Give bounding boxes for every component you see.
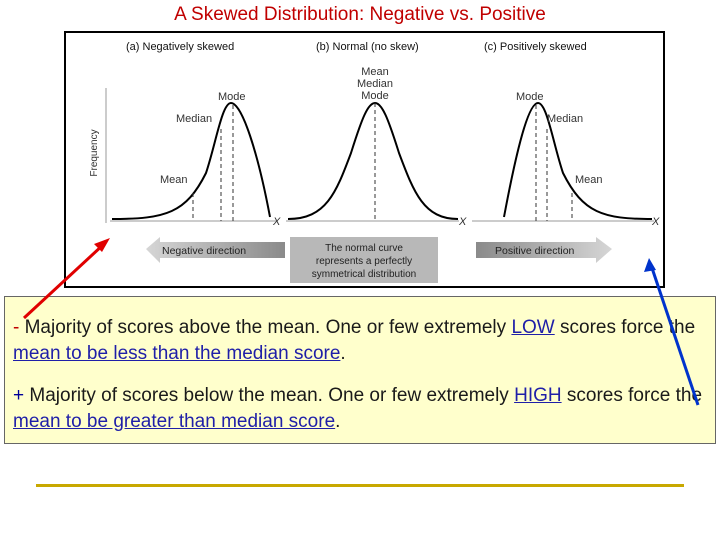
low-keyword: LOW: [511, 317, 555, 338]
panel-a-heading: (a) Negatively skewed: [126, 41, 234, 53]
panel-c-x-marker: X: [651, 216, 660, 228]
negative-underlined-phrase: mean to be less than the median score: [13, 343, 341, 364]
negative-text-before: Majority of scores above the mean. One o…: [19, 317, 512, 338]
positive-text-middle: scores force the: [561, 385, 703, 406]
y-axis-label: Frequency: [89, 129, 100, 176]
high-keyword: HIGH: [514, 385, 562, 406]
panel-c-curve: [503, 101, 653, 220]
positive-direction-arrow: [476, 237, 612, 263]
negative-direction-arrow: [146, 237, 285, 263]
positive-text-before: Majority of scores below the mean. One o…: [24, 385, 515, 406]
panel-b-heading: (b) Normal (no skew): [316, 41, 419, 53]
normal-note-line3: symmetrical distribution: [312, 269, 416, 280]
normal-note-box: [290, 237, 438, 283]
panel-b-mean-label: Mean: [361, 66, 389, 78]
panel-a-curve: [111, 101, 271, 220]
panel-b-curve: [287, 101, 459, 220]
skew-figure: (a) Negatively skewed (b) Normal (no ske…: [64, 31, 665, 288]
divider-line: [36, 484, 684, 487]
plus-sign: +: [13, 385, 25, 406]
panel-c-mode-label: Mode: [516, 91, 544, 103]
panel-c-median-label: Median: [547, 113, 583, 125]
panel-c-heading: (c) Positively skewed: [484, 41, 587, 53]
skew-diagram: (a) Negatively skewed (b) Normal (no ske…: [89, 41, 660, 283]
positive-direction-label: Positive direction: [495, 245, 575, 257]
normal-note-line1: The normal curve: [325, 243, 403, 254]
slide-title: A Skewed Distribution: Negative vs. Posi…: [174, 4, 546, 25]
panel-a-mean-label: Mean: [160, 174, 188, 186]
panel-b-mode-label: Mode: [361, 90, 389, 102]
normal-note-line2: represents a perfectly: [316, 256, 412, 267]
panel-a-median-label: Median: [176, 113, 212, 125]
negative-skew-explanation: - Majority of scores above the mean. One…: [13, 315, 713, 367]
positive-text-end: .: [335, 411, 341, 432]
negative-text-middle: scores force the: [554, 317, 696, 338]
panel-a-x-marker: X: [272, 216, 281, 228]
panel-b-x-marker: X: [458, 216, 467, 228]
explanation-box: - Majority of scores above the mean. One…: [4, 296, 716, 444]
minus-sign: -: [13, 317, 20, 338]
negative-direction-label: Negative direction: [162, 245, 246, 257]
panel-b-median-label: Median: [357, 78, 393, 90]
panel-c-mean-label: Mean: [575, 174, 603, 186]
positive-underlined-phrase: mean to be greater than median score: [13, 411, 336, 432]
negative-text-end: .: [340, 343, 346, 364]
panel-a-mode-label: Mode: [218, 91, 246, 103]
positive-skew-explanation: + Majority of scores below the mean. One…: [13, 383, 713, 435]
